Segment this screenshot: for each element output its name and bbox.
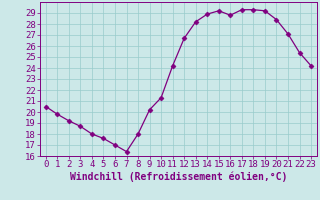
X-axis label: Windchill (Refroidissement éolien,°C): Windchill (Refroidissement éolien,°C) [70,172,287,182]
